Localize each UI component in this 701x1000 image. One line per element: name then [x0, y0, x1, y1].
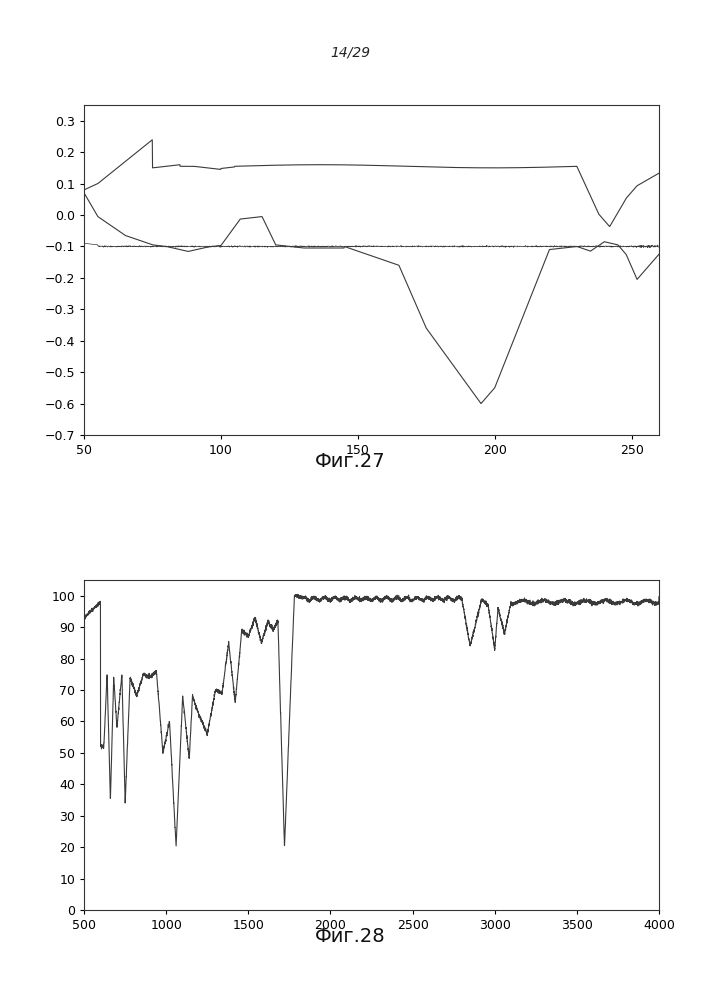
Text: Фиг.28: Фиг.28	[315, 927, 386, 946]
Text: 14/29: 14/29	[330, 45, 371, 59]
Text: Фиг.27: Фиг.27	[315, 452, 386, 471]
